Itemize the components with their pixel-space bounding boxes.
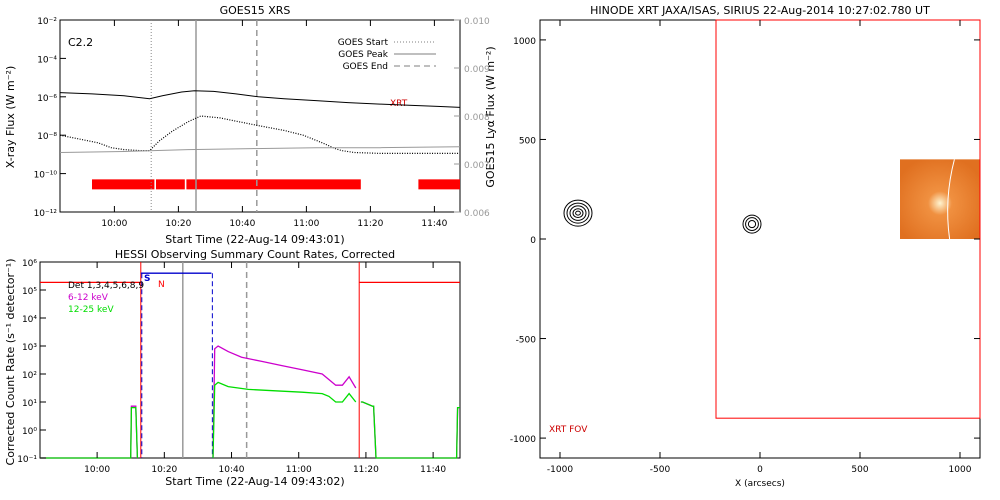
hessi-legend-label: 6-12 keV (68, 293, 109, 303)
goes-xlabel: Start Time (22-Aug-14 09:43:01) (165, 233, 344, 246)
xrt-contour (575, 210, 581, 216)
hessi-series-6-12-keV (212, 345, 357, 459)
goes-x-tick-label: 11:00 (293, 219, 319, 229)
hessi-x-tick-label: 11:00 (286, 465, 312, 475)
goes-x-tick-label: 11:40 (421, 219, 447, 229)
hessi-panel: HESSI Observing Summary Count Rates, Cor… (4, 248, 461, 488)
goes-series-short (59, 115, 460, 154)
goes-ylabel: X-ray Flux (W m⁻²) (4, 66, 17, 168)
hessi-series-6-12-keV (376, 406, 460, 459)
goes-flare-class: C2.2 (68, 36, 93, 49)
hessi-y-tick-label: 10⁻¹ (17, 455, 37, 465)
hessi-legend-label: 12-25 keV (68, 305, 114, 315)
goes-y-tick-label: 10⁻⁶ (37, 94, 57, 104)
hessi-s-marker: S (144, 274, 150, 284)
goes-y2-tick-label: 0.009 (464, 65, 490, 75)
goes-x-tick-label: 10:20 (165, 219, 191, 229)
xrt-xlabel: X (arcsecs) (735, 479, 785, 489)
goes-y2-tick-label: 0.006 (464, 209, 490, 219)
xrt-fov-label: XRT FOV (549, 425, 588, 435)
hessi-y-tick-label: 10² (22, 371, 37, 381)
goes-coverage-bar (156, 179, 185, 190)
goes-y-tick-label: 10⁻² (37, 17, 57, 27)
hessi-y-tick-label: 10³ (22, 343, 37, 353)
xrt-y-tick-label: 0 (530, 236, 536, 246)
goes-x-tick-label: 10:00 (101, 219, 127, 229)
goes-y2-tick-label: 0.010 (464, 17, 490, 27)
goes-y2-tick-label: 0.008 (464, 113, 490, 123)
hessi-series-12-25-keV (376, 406, 460, 459)
xrt-contour (572, 208, 584, 219)
hessi-xlabel: Start Time (22-Aug-14 09:43:02) (165, 475, 344, 488)
goes-y-tick-label: 10⁻⁴ (37, 55, 57, 65)
hessi-plot-frame (39, 261, 461, 459)
hessi-series-6-12-keV (40, 405, 139, 459)
hessi-series-12-25-keV (40, 406, 139, 459)
xrt-contour (569, 205, 587, 221)
goes-series-long (59, 90, 461, 108)
hessi-series-12-25-keV (212, 381, 357, 459)
goes-legend-label: GOES End (343, 62, 388, 72)
goes-coverage-bar (186, 179, 361, 190)
xrt-x-tick-label: 0 (757, 465, 763, 475)
hessi-x-tick-label: 10:40 (219, 465, 245, 475)
xrt-y-tick-label: 1000 (513, 37, 536, 47)
goes-title: GOES15 XRS (220, 4, 291, 17)
xrt-limb-arc (947, 159, 955, 240)
xrt-contour (747, 219, 757, 229)
hessi-y-tick-label: 10⁰ (22, 427, 37, 437)
xrt-y-tick-label: 500 (519, 136, 536, 146)
xrt-contour (566, 202, 590, 224)
goes-legend-label: GOES Start (338, 38, 389, 48)
xrt-contour (745, 217, 759, 231)
hessi-y-tick-label: 10⁶ (22, 259, 37, 269)
hessi-y-tick-label: 10¹ (22, 399, 37, 409)
goes-y-tick-label: 10⁻⁸ (37, 132, 57, 142)
xrt-y-tick-label: -1000 (510, 435, 536, 445)
hessi-legend-label: Det 1,3,4,5,6,8,9 (68, 281, 144, 291)
xrt-image-patch (900, 159, 980, 239)
xrt-y-tick-label: -500 (516, 336, 537, 346)
xrt-fov-box (715, 19, 981, 419)
goes-y2-tick-label: 0.007 (464, 161, 490, 171)
goes-panel: GOES15 XRS C2.2 Start Time (22-Aug-14 09… (4, 4, 497, 246)
goes-series-lya (59, 146, 461, 153)
hessi-x-tick-label: 10:00 (84, 465, 110, 475)
hessi-x-tick-label: 11:20 (353, 465, 379, 475)
goes-coverage-bar (92, 179, 155, 190)
goes-legend-label: GOES Peak (338, 50, 388, 60)
xrt-x-tick-label: -500 (650, 465, 671, 475)
goes-x-tick-label: 11:20 (357, 219, 383, 229)
goes-coverage-bar (418, 179, 460, 190)
xrt-x-tick-label: 500 (851, 465, 868, 475)
xrt-x-tick-label: -1000 (547, 465, 573, 475)
hessi-y-tick-label: 10⁴ (22, 315, 37, 325)
hessi-title: HESSI Observing Summary Count Rates, Cor… (115, 248, 395, 261)
goes-xrt-label: XRT (390, 99, 408, 109)
xrt-panel: HINODE XRT JAXA/ISAS, SIRIUS 22-Aug-2014… (510, 4, 981, 489)
goes-y-tick-label: 10⁻¹² (34, 209, 58, 219)
goes-y-tick-label: 10⁻¹⁰ (34, 171, 58, 181)
xrt-contour (563, 199, 593, 227)
hessi-series-12-25-keV (360, 401, 377, 459)
xrt-x-tick-label: 1000 (949, 465, 972, 475)
hessi-x-tick-label: 10:20 (151, 465, 177, 475)
hessi-ylabel: Corrected Count Rate (s⁻¹ detector⁻¹) (4, 259, 17, 466)
hessi-x-tick-label: 11:40 (420, 465, 446, 475)
xrt-contour (742, 214, 762, 234)
goes-y2label: GOES15 Lyα Flux (W m⁻²) (484, 46, 497, 187)
hessi-y-tick-label: 10⁵ (22, 287, 37, 297)
hessi-n-marker: N (158, 280, 165, 290)
xrt-title: HINODE XRT JAXA/ISAS, SIRIUS 22-Aug-2014… (590, 4, 930, 17)
goes-x-tick-label: 10:40 (229, 219, 255, 229)
